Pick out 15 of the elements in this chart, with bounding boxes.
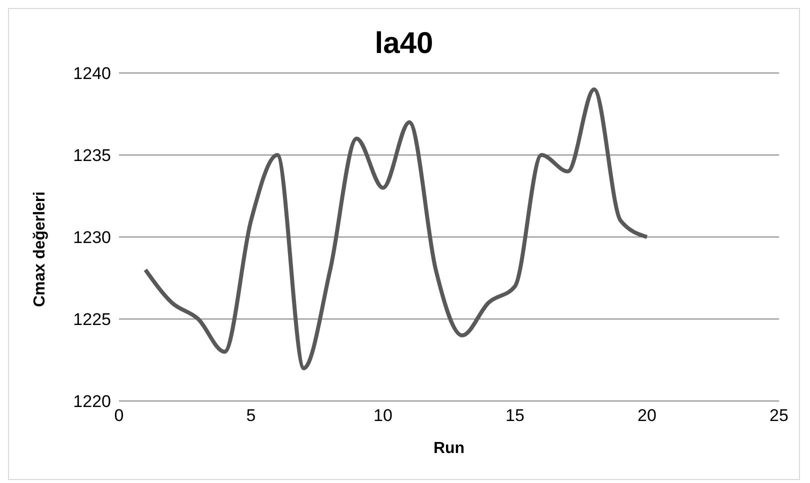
y-tick-label: 1235: [73, 146, 111, 166]
chart-title: la40: [374, 27, 434, 61]
x-tick-label: 10: [374, 406, 392, 426]
x-axis-title: Run: [433, 440, 465, 457]
x-tick-label: 25: [770, 406, 788, 426]
x-tick-label: 0: [114, 406, 124, 426]
x-tick-label: 20: [638, 406, 656, 426]
y-tick-label: 1230: [73, 228, 111, 248]
y-tick-label: 1220: [73, 392, 111, 412]
y-tick-label: 1240: [73, 64, 111, 84]
x-tick-label: 15: [506, 406, 524, 426]
y-tick-label: 1225: [73, 310, 111, 330]
y-axis-title: Cmax değerleri: [32, 191, 49, 307]
x-tick-label: 5: [246, 406, 256, 426]
line-series: [143, 87, 649, 370]
